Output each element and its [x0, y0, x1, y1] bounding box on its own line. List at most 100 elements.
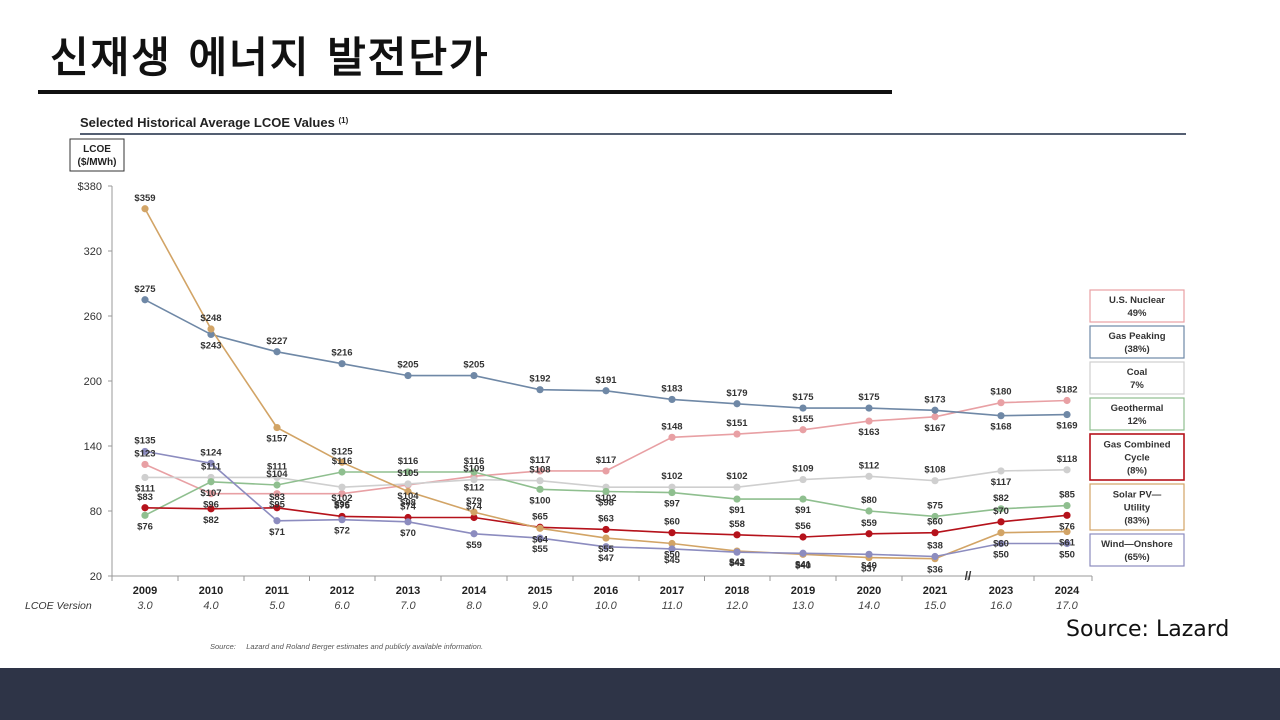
point-solar-pv-utility	[338, 458, 346, 466]
point-geothermal	[1063, 501, 1071, 510]
axis-break-marker: //	[965, 569, 972, 583]
point-u-s-nuclear	[733, 430, 741, 438]
point-coal	[141, 473, 149, 482]
data-label-geothermal: $91	[795, 505, 812, 516]
data-label-geothermal: $85	[1059, 490, 1076, 501]
point-gas-peaking	[733, 400, 741, 408]
data-label-gas-peaking: $191	[595, 375, 617, 386]
point-coal	[338, 483, 346, 491]
x-axis-labels: LCOE Version 2009 3.0 2010 4.0 2011 5.0 2012 6.0…	[25, 585, 1080, 612]
legend-box-u-s-nuclear	[1089, 289, 1185, 323]
point-solar-pv-utility	[536, 524, 544, 532]
source-note: Source: Lazard and Roland Berger estimat…	[210, 642, 483, 651]
point-gas-peaking	[668, 395, 676, 404]
point-wind-onshore	[799, 549, 807, 557]
point-wind-onshore	[1063, 539, 1071, 548]
data-label-wind-onshore: $59	[466, 540, 482, 551]
point-geothermal	[273, 481, 281, 489]
data-label-coal: $112	[859, 460, 880, 471]
legend-box-geothermal	[1089, 397, 1185, 431]
point-solar-pv-utility	[997, 529, 1005, 537]
version-label: 7.0	[400, 600, 416, 612]
legend-label-coal: Coal	[1127, 367, 1148, 378]
series-points	[141, 205, 1071, 563]
point-coal	[668, 483, 676, 491]
data-label-gas-peaking: $175	[858, 392, 880, 403]
data-label-wind-onshore: $38	[927, 541, 943, 552]
chart-title-superscript: (1)	[338, 116, 348, 125]
data-label-coal: $102	[331, 493, 352, 504]
legend-label-geothermal: 12%	[1127, 416, 1147, 427]
point-coal	[1063, 466, 1071, 474]
data-label-solar-pv-utility: $60	[993, 539, 1009, 550]
data-label-coal: $109	[463, 464, 484, 475]
point-gas-combined-cycle	[141, 504, 149, 512]
point-coal	[536, 477, 544, 485]
point-coal	[404, 480, 412, 488]
x-tick-label: 2016	[594, 585, 618, 597]
data-label-coal: $102	[726, 471, 747, 482]
data-label-geothermal: $80	[861, 495, 877, 506]
point-gas-combined-cycle	[865, 530, 873, 538]
point-solar-pv-utility	[602, 534, 610, 542]
x-tick-label: 2010	[199, 585, 223, 597]
y-tick-label: 20	[90, 571, 102, 583]
point-gas-combined-cycle	[273, 504, 281, 512]
data-label-solar-pv-utility: $40	[795, 560, 811, 571]
x-tick-label: 2014	[462, 585, 487, 597]
data-label-gas-peaking: $275	[134, 284, 156, 295]
point-coal	[733, 483, 741, 491]
data-label-gas-combined-cycle: $59	[861, 518, 877, 529]
data-label-solar-pv-utility: $55	[598, 544, 615, 555]
data-label-gas-peaking: $168	[990, 422, 1011, 433]
point-coal	[470, 475, 478, 484]
data-label-gas-combined-cycle: $74	[400, 502, 417, 513]
data-label-geothermal: $104	[266, 469, 288, 480]
data-label-gas-peaking: $173	[924, 394, 945, 405]
data-label-geothermal: $82	[993, 493, 1009, 504]
point-solar-pv-utility	[470, 508, 478, 516]
point-wind-onshore	[931, 552, 939, 561]
data-label-solar-pv-utility: $61	[1059, 538, 1076, 549]
data-labels: $123 $96 $95 $96 $104 $112 $117 $117 $148 $151 $15…	[134, 193, 1077, 576]
y-axis-label-line2: ($/MWh)	[78, 157, 117, 168]
point-u-s-nuclear	[141, 460, 149, 469]
data-label-gas-combined-cycle: $56	[795, 521, 811, 532]
point-wind-onshore	[602, 543, 610, 551]
data-label-wind-onshore: $50	[1059, 550, 1075, 561]
data-label-wind-onshore: $42	[729, 558, 745, 569]
point-gas-combined-cycle	[997, 518, 1005, 526]
version-label: 10.0	[595, 600, 617, 612]
data-label-solar-pv-utility: $79	[466, 496, 482, 507]
legend-box-gas-peaking	[1089, 325, 1185, 359]
point-u-s-nuclear	[536, 467, 544, 475]
data-label-u-s-nuclear: $112	[464, 482, 485, 493]
data-label-solar-pv-utility: $37	[861, 564, 877, 575]
chart-title-text: Selected Historical Average LCOE Values	[80, 115, 335, 130]
version-label: 3.0	[137, 600, 153, 612]
data-label-u-s-nuclear: $123	[134, 448, 155, 459]
point-gas-combined-cycle	[668, 529, 676, 537]
data-label-solar-pv-utility: $125	[331, 446, 353, 457]
data-label-geothermal: $76	[137, 521, 153, 532]
version-label: 11.0	[662, 600, 683, 612]
legend-label-gas-combined-cycle: (8%)	[1127, 466, 1147, 477]
data-label-geothermal: $91	[729, 505, 746, 516]
point-solar-pv-utility	[207, 325, 215, 333]
data-label-u-s-nuclear: $148	[661, 421, 682, 432]
point-gas-combined-cycle	[799, 533, 807, 541]
point-geothermal	[668, 488, 676, 497]
version-label: 12.0	[726, 600, 748, 612]
point-u-s-nuclear	[668, 433, 676, 441]
point-gas-peaking	[997, 412, 1005, 420]
point-geothermal	[338, 468, 346, 476]
data-label-u-s-nuclear: $180	[990, 387, 1011, 398]
point-u-s-nuclear	[338, 490, 346, 498]
x-tick-label: 2011	[265, 585, 289, 597]
data-label-u-s-nuclear: $96	[203, 500, 219, 511]
data-label-gas-peaking: $175	[792, 392, 814, 403]
x-tick-label: 2020	[857, 585, 881, 597]
point-gas-combined-cycle	[470, 513, 478, 522]
legend-label-wind-onshore: Wind—Onshore	[1101, 539, 1173, 550]
point-solar-pv-utility	[273, 423, 281, 432]
